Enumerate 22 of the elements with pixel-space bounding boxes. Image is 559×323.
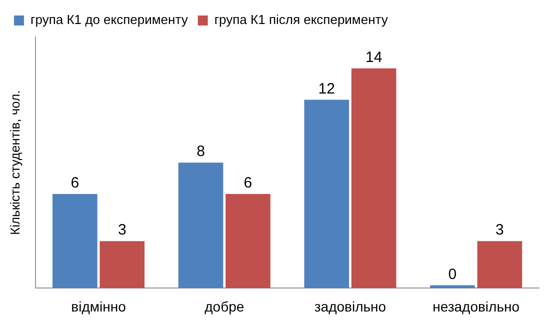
y-axis-title: Кількість студентів, чол. [7,90,22,235]
bar [304,100,350,288]
bar [100,241,145,288]
legend-label: група К1 до експерименту [30,12,188,28]
x-tick-label: відмінно [71,298,126,314]
data-label: 8 [196,143,205,160]
data-label: 6 [70,174,80,192]
data-label: 3 [118,222,126,239]
legend-label: група К1 після експерименту [214,12,388,28]
x-tick-label: задовільно [314,298,386,314]
x-tick-label: добре [204,298,244,314]
data-label: 12 [318,80,335,98]
data-label: 0 [448,266,457,283]
bar [351,68,396,288]
x-tick-label: незадовільно [432,298,520,314]
bar [178,162,224,288]
data-label: 14 [365,49,382,66]
data-label: 3 [496,222,504,239]
bar [52,194,98,288]
bar [477,241,522,288]
bar [226,194,270,288]
data-label: 6 [244,174,252,192]
